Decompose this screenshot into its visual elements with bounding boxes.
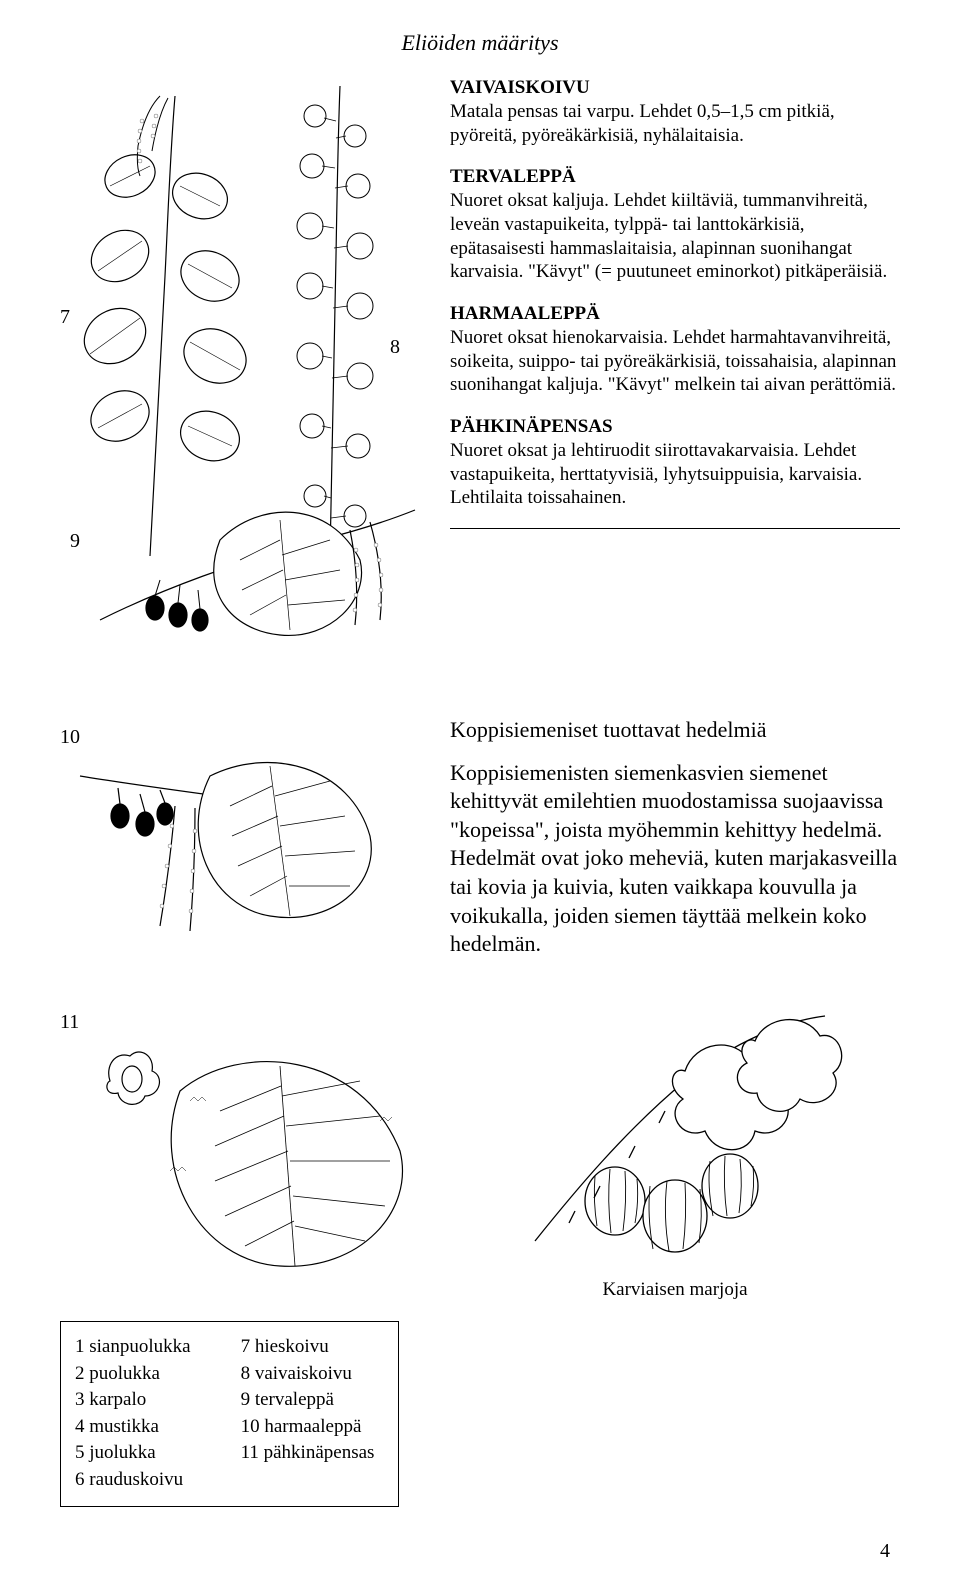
species-vaivaiskoivu: VAIVAISKOIVU Matala pensas tai varpu. Le… bbox=[450, 76, 900, 147]
mid-section: 10 bbox=[60, 716, 900, 981]
alder-branch-illustration bbox=[60, 460, 430, 660]
species-desc: Matala pensas tai varpu. Lehdet 0,5–1,5 … bbox=[450, 100, 900, 148]
legend-item: 6 rauduskoivu bbox=[75, 1467, 191, 1494]
species-tervaleppa: TERVALEPPÄ Nuoret oksat kaljuja. Lehdet … bbox=[450, 165, 900, 284]
legend-col-2: 7 hieskoivu 8 vaivaiskoivu 9 tervaleppä … bbox=[241, 1334, 375, 1494]
species-text-column: VAIVAISKOIVU Matala pensas tai varpu. Le… bbox=[450, 76, 900, 576]
legend-item: 2 puolukka bbox=[75, 1361, 191, 1388]
page-number: 4 bbox=[880, 1540, 890, 1563]
hazel-illustration bbox=[60, 1011, 430, 1291]
legend-item: 4 mustikka bbox=[75, 1414, 191, 1441]
figure-label-8: 8 bbox=[390, 336, 400, 359]
legend-col-1: 1 sianpuolukka 2 puolukka 3 karpalo 4 mu… bbox=[75, 1334, 191, 1494]
species-name: VAIVAISKOIVU bbox=[450, 76, 900, 100]
lower-section: 11 bbox=[60, 1011, 900, 1301]
legend-box: 1 sianpuolukka 2 puolukka 3 karpalo 4 mu… bbox=[60, 1321, 399, 1507]
species-pahkinapensas: PÄHKINÄPENSAS Nuoret oksat ja lehtiruodi… bbox=[450, 415, 900, 510]
fruit-heading: Koppisiemeniset tuottavat hedelmiä bbox=[450, 716, 900, 745]
legend-item: 1 sianpuolukka bbox=[75, 1334, 191, 1361]
species-name: HARMAALEPPÄ bbox=[450, 302, 900, 326]
species-desc: Nuoret oksat ja lehtiruodit siirottavaka… bbox=[450, 439, 900, 510]
legend-item: 3 karpalo bbox=[75, 1387, 191, 1414]
gooseberry-caption: Karviaisen marjoja bbox=[602, 1279, 747, 1301]
figure-label-7: 7 bbox=[60, 306, 70, 329]
figure-label-9: 9 bbox=[70, 530, 80, 553]
legend-item: 5 juolukka bbox=[75, 1440, 191, 1467]
legend-area: 1 sianpuolukka 2 puolukka 3 karpalo 4 mu… bbox=[60, 1321, 900, 1507]
legend-item: 8 vaivaiskoivu bbox=[241, 1361, 375, 1388]
legend-item: 11 pähkinäpensas bbox=[241, 1440, 375, 1467]
fruit-body: Koppisiemenisten siemenkasvien siemenet … bbox=[450, 759, 900, 959]
hazel-illustration-wrap: 11 bbox=[60, 1011, 430, 1296]
alder-illustration-wrap: 9 bbox=[60, 460, 430, 665]
legend-item: 7 hieskoivu bbox=[241, 1334, 375, 1361]
figure-label-10: 10 bbox=[60, 726, 80, 749]
species-harmaaleppa: HARMAALEPPÄ Nuoret oksat hienokarvaisia.… bbox=[450, 302, 900, 397]
grey-alder-illustration bbox=[60, 716, 430, 976]
species-name: TERVALEPPÄ bbox=[450, 165, 900, 189]
legend-item: 9 tervaleppä bbox=[241, 1387, 375, 1414]
species-name: PÄHKINÄPENSAS bbox=[450, 415, 900, 439]
alder-leaf-illustration-wrap: 10 bbox=[60, 716, 430, 981]
figure-label-11: 11 bbox=[60, 1011, 79, 1034]
species-desc: Nuoret oksat kaljuja. Lehdet kiiltäviä, … bbox=[450, 189, 900, 284]
species-desc: Nuoret oksat hienokarvaisia. Lehdet harm… bbox=[450, 326, 900, 397]
gooseberry-illustration bbox=[505, 1011, 845, 1271]
fruit-text-column: Koppisiemeniset tuottavat hedelmiä Koppi… bbox=[450, 716, 900, 981]
legend-item: 10 harmaaleppä bbox=[241, 1414, 375, 1441]
section-divider bbox=[450, 528, 900, 529]
gooseberry-wrap: Karviaisen marjoja bbox=[450, 1011, 900, 1301]
page-header: Eliöiden määritys bbox=[60, 30, 900, 56]
